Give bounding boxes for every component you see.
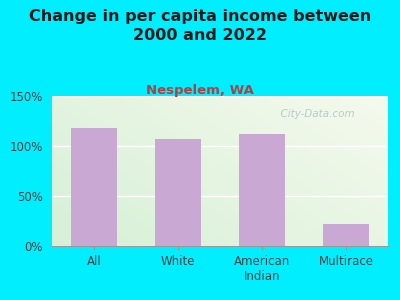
Text: Change in per capita income between
2000 and 2022: Change in per capita income between 2000… — [29, 9, 371, 43]
Bar — [71, 128, 117, 246]
Bar — [155, 139, 201, 246]
Bar — [239, 134, 285, 246]
Bar — [323, 224, 369, 246]
Text: Nespelem, WA: Nespelem, WA — [146, 84, 254, 97]
Text: City-Data.com: City-Data.com — [274, 109, 354, 119]
